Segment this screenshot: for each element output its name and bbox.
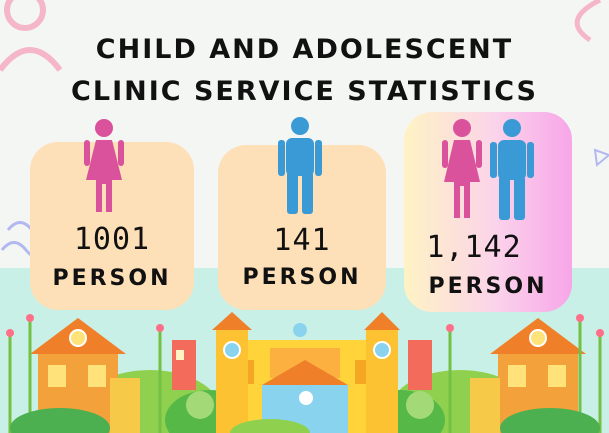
page-title-line-2: CLINIC SERVICE STATISTICS [71,76,538,107]
male-count-value: 141 [273,223,331,258]
female-count-value: 1001 [73,222,151,257]
page-title-line-1: CHILD AND ADOLESCENT [95,34,514,65]
female-male-couple-icon [442,119,534,220]
male-count-unit: PERSON [242,265,362,290]
total-count-unit: PERSON [428,274,548,299]
male-person-icon [278,117,322,214]
total-count-card: 1,142 PERSON [404,112,572,312]
female-person-icon [84,119,124,212]
total-count-value: 1,142 [426,230,522,265]
female-count-unit: PERSON [52,266,172,291]
